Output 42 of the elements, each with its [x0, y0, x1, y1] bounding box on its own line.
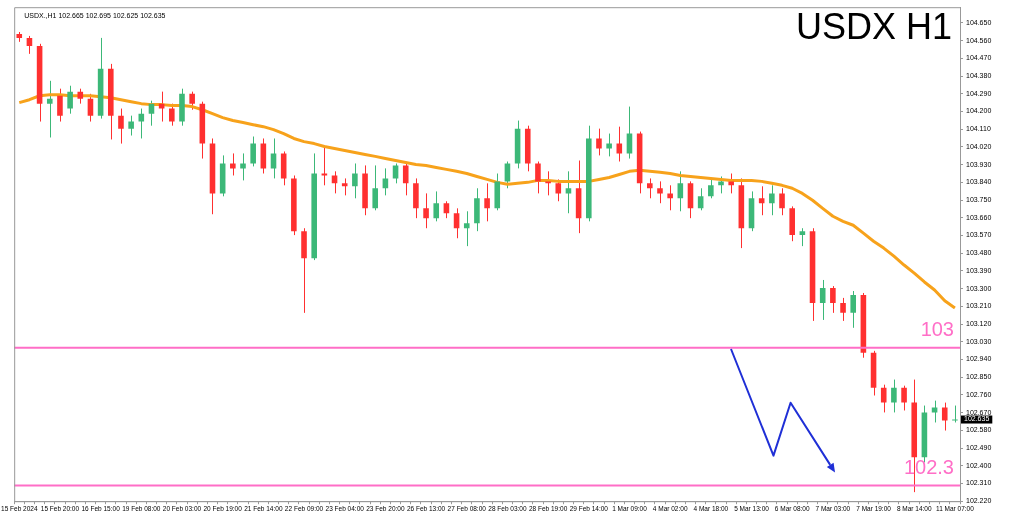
candlestick	[891, 379, 897, 413]
candlestick	[128, 115, 134, 137]
candlestick	[189, 91, 195, 111]
candlestick	[372, 164, 379, 211]
candlestick	[352, 162, 358, 199]
candlestick	[46, 80, 53, 138]
candlestick	[850, 290, 857, 329]
candlestick	[596, 128, 602, 156]
candlestick	[840, 297, 846, 322]
candlestick	[67, 85, 73, 115]
candlestick	[57, 88, 63, 123]
chart-title: USDX H1	[795, 6, 952, 48]
candlestick	[830, 285, 836, 314]
ref-line-label: 103	[920, 318, 954, 341]
candlestick	[647, 177, 653, 199]
candlestick	[708, 177, 714, 199]
candlestick	[230, 152, 236, 176]
candlestick	[657, 180, 663, 204]
candlestick	[118, 108, 124, 145]
candlestick	[667, 184, 673, 211]
candlestick	[819, 279, 826, 321]
candlestick	[941, 402, 948, 432]
candlestick	[331, 170, 338, 194]
candlestick	[402, 162, 409, 196]
candlestick	[504, 161, 511, 189]
candlestick	[423, 192, 429, 229]
candlestick	[606, 133, 612, 157]
candlestick	[880, 384, 887, 413]
candlestick	[697, 187, 704, 211]
candlestick	[433, 190, 440, 222]
candlestick	[535, 161, 541, 194]
candlestick	[250, 136, 256, 167]
candlestick	[769, 184, 775, 216]
candlestick	[484, 182, 490, 222]
candlestick	[545, 170, 551, 196]
candlestick	[901, 385, 907, 411]
candlestick	[138, 108, 145, 139]
candlestick	[779, 187, 785, 216]
candlestick	[728, 173, 734, 194]
candlestick	[382, 167, 389, 196]
candlestick	[463, 210, 470, 247]
candlestick	[240, 152, 246, 181]
